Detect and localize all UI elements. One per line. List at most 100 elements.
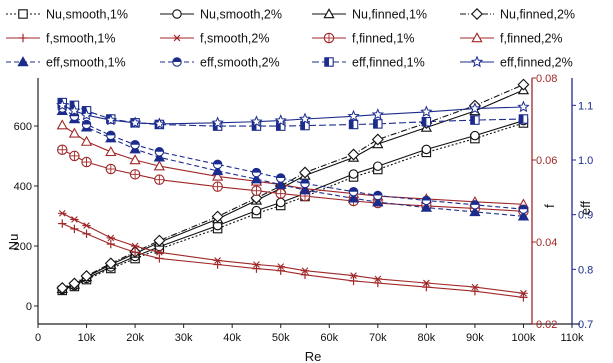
legend-label: Nu,smooth,1% [46, 8, 128, 22]
legend-label: Nu,finned,1% [352, 8, 427, 22]
legend-item: Nu,smooth,1% [6, 8, 128, 22]
data-point [421, 144, 432, 155]
data-point [420, 105, 433, 118]
series-line [61, 110, 524, 217]
data-point [153, 151, 166, 162]
legend-marker [18, 9, 28, 19]
data-point [81, 119, 92, 130]
legend-marker [323, 32, 335, 44]
x-tick-label: 100k [512, 332, 536, 344]
legend-marker [471, 8, 483, 20]
data-point [300, 267, 310, 275]
data-point [251, 205, 262, 216]
data-point [348, 169, 359, 179]
legend-marker [172, 57, 182, 67]
eff-tick-label: 1.1 [578, 100, 593, 112]
nu-tick-label: 0 [26, 301, 32, 313]
x-tick-label: 20k [126, 332, 144, 344]
data-point [130, 248, 140, 257]
data-point [275, 173, 286, 183]
data-point [155, 254, 164, 263]
data-point [252, 264, 261, 273]
data-point [373, 275, 383, 283]
data-point [518, 204, 529, 214]
data-point [129, 154, 141, 165]
data-point [275, 178, 287, 189]
data-point [153, 117, 166, 130]
data-point [105, 145, 117, 157]
data-point [155, 248, 164, 256]
data-point [70, 224, 79, 234]
data-point [250, 173, 263, 184]
data-point [130, 139, 140, 150]
f-tick-label: 0.08 [536, 73, 557, 85]
data-point [56, 282, 69, 294]
data-point [372, 196, 384, 207]
data-point [347, 192, 360, 203]
data-point [154, 147, 165, 157]
data-point [57, 144, 68, 156]
axes: 0 10k 20k 30k 40k 50k 60k 70k 80k 90k 100k 110k 0 200… [14, 73, 594, 344]
data-point [299, 166, 311, 179]
data-point [349, 276, 358, 286]
data-point [68, 104, 81, 117]
data-point [211, 210, 224, 223]
data-point [128, 116, 142, 129]
data-point [106, 130, 116, 141]
data-point [70, 216, 79, 223]
legend-label: eff,finned,2% [500, 56, 573, 70]
data-point [211, 165, 224, 176]
legend-item: f,smooth,2% [160, 32, 269, 46]
legend-marker [18, 33, 28, 43]
legend-item: f,smooth,1% [6, 32, 115, 46]
data-point [276, 263, 285, 270]
f-tick-label: 0.02 [536, 319, 557, 331]
data-point [347, 148, 360, 161]
legend-marker [172, 9, 182, 19]
nu-tick-label: 400 [14, 181, 32, 193]
data-point [212, 159, 223, 170]
data-point [420, 201, 433, 212]
nu-tick-label: 600 [14, 121, 32, 133]
data-point [470, 115, 480, 125]
data-point [106, 234, 116, 242]
f-axis-title: f [542, 204, 557, 208]
data-point [517, 78, 530, 91]
data-point [469, 206, 481, 217]
eff-tick-label: 0.8 [578, 264, 593, 276]
data-point [129, 169, 141, 180]
data-point [80, 270, 93, 282]
f-tick-label: 0.06 [536, 155, 557, 167]
data-point [373, 119, 383, 129]
legend-label: f,finned,1% [352, 32, 415, 46]
x-tick-label: 110k [560, 332, 584, 344]
x-tick-label: 0 [35, 332, 41, 344]
plot-area [56, 78, 530, 302]
data-point [422, 279, 431, 287]
x-tick-label: 50k [272, 332, 290, 344]
legend-marker [323, 8, 335, 19]
data-point [470, 283, 480, 291]
x-tick-label: 70k [369, 332, 387, 344]
legend-label: Nu,finned,2% [500, 8, 575, 22]
legend-marker [324, 57, 334, 67]
data-point [517, 100, 530, 113]
x-tick-label: 30k [175, 332, 193, 344]
data-point [80, 108, 93, 121]
legend-item: Nu,finned,2% [460, 8, 575, 22]
data-point [56, 98, 69, 111]
data-point [153, 160, 166, 171]
data-point [69, 150, 80, 162]
data-point [82, 222, 91, 229]
data-point [130, 242, 140, 250]
data-point [468, 102, 482, 114]
legend-label: f,smooth,1% [46, 32, 115, 46]
data-point [421, 195, 432, 206]
data-point [274, 114, 287, 126]
data-point [68, 127, 81, 138]
series-line [61, 107, 524, 210]
legend-item: Nu,finned,1% [312, 8, 427, 22]
data-point [470, 287, 480, 296]
series-f-smooth-1- [58, 219, 528, 302]
